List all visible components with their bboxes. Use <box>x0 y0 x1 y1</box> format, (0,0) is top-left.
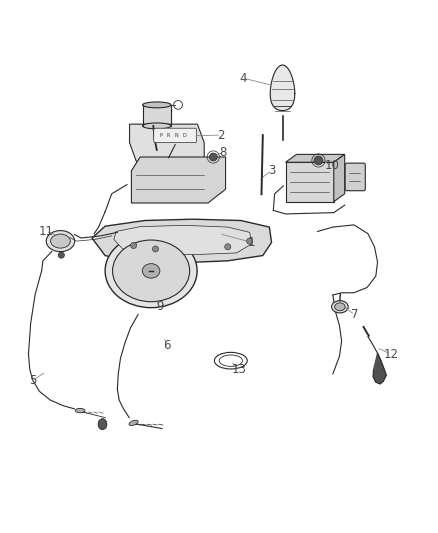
Polygon shape <box>130 124 204 161</box>
Text: 3: 3 <box>268 164 275 176</box>
Text: 13: 13 <box>231 363 246 376</box>
FancyBboxPatch shape <box>154 128 197 143</box>
Polygon shape <box>334 155 345 201</box>
Text: 1: 1 <box>248 236 256 249</box>
Text: 10: 10 <box>325 159 339 172</box>
Polygon shape <box>92 219 272 263</box>
Polygon shape <box>143 105 171 126</box>
Polygon shape <box>286 162 334 201</box>
Polygon shape <box>131 157 226 203</box>
Circle shape <box>131 243 137 248</box>
Circle shape <box>58 252 64 258</box>
Ellipse shape <box>113 240 190 302</box>
Polygon shape <box>114 225 252 255</box>
Text: 2: 2 <box>217 128 225 142</box>
Circle shape <box>314 156 323 165</box>
Circle shape <box>247 238 253 244</box>
Text: R: R <box>167 133 170 138</box>
FancyBboxPatch shape <box>345 163 365 191</box>
Polygon shape <box>286 155 345 162</box>
Ellipse shape <box>129 420 138 425</box>
Circle shape <box>209 153 217 161</box>
Text: 5: 5 <box>29 374 36 387</box>
Text: 7: 7 <box>351 308 359 321</box>
Text: D: D <box>183 133 186 138</box>
Ellipse shape <box>50 234 70 248</box>
Circle shape <box>225 244 231 250</box>
Ellipse shape <box>142 123 171 129</box>
Ellipse shape <box>332 301 348 313</box>
Text: 9: 9 <box>156 300 164 313</box>
Polygon shape <box>270 65 295 110</box>
Ellipse shape <box>75 408 85 413</box>
Text: N: N <box>175 133 178 138</box>
Text: 6: 6 <box>162 339 170 352</box>
Ellipse shape <box>142 102 171 108</box>
Ellipse shape <box>98 419 107 430</box>
Polygon shape <box>373 353 386 384</box>
Text: 4: 4 <box>239 71 247 85</box>
Ellipse shape <box>142 264 160 278</box>
Circle shape <box>152 246 159 252</box>
Text: 8: 8 <box>220 146 227 159</box>
Ellipse shape <box>335 303 345 311</box>
Ellipse shape <box>46 231 74 252</box>
Ellipse shape <box>105 234 197 308</box>
Text: P: P <box>159 133 162 138</box>
Text: 12: 12 <box>383 348 398 361</box>
Text: 11: 11 <box>39 225 53 238</box>
